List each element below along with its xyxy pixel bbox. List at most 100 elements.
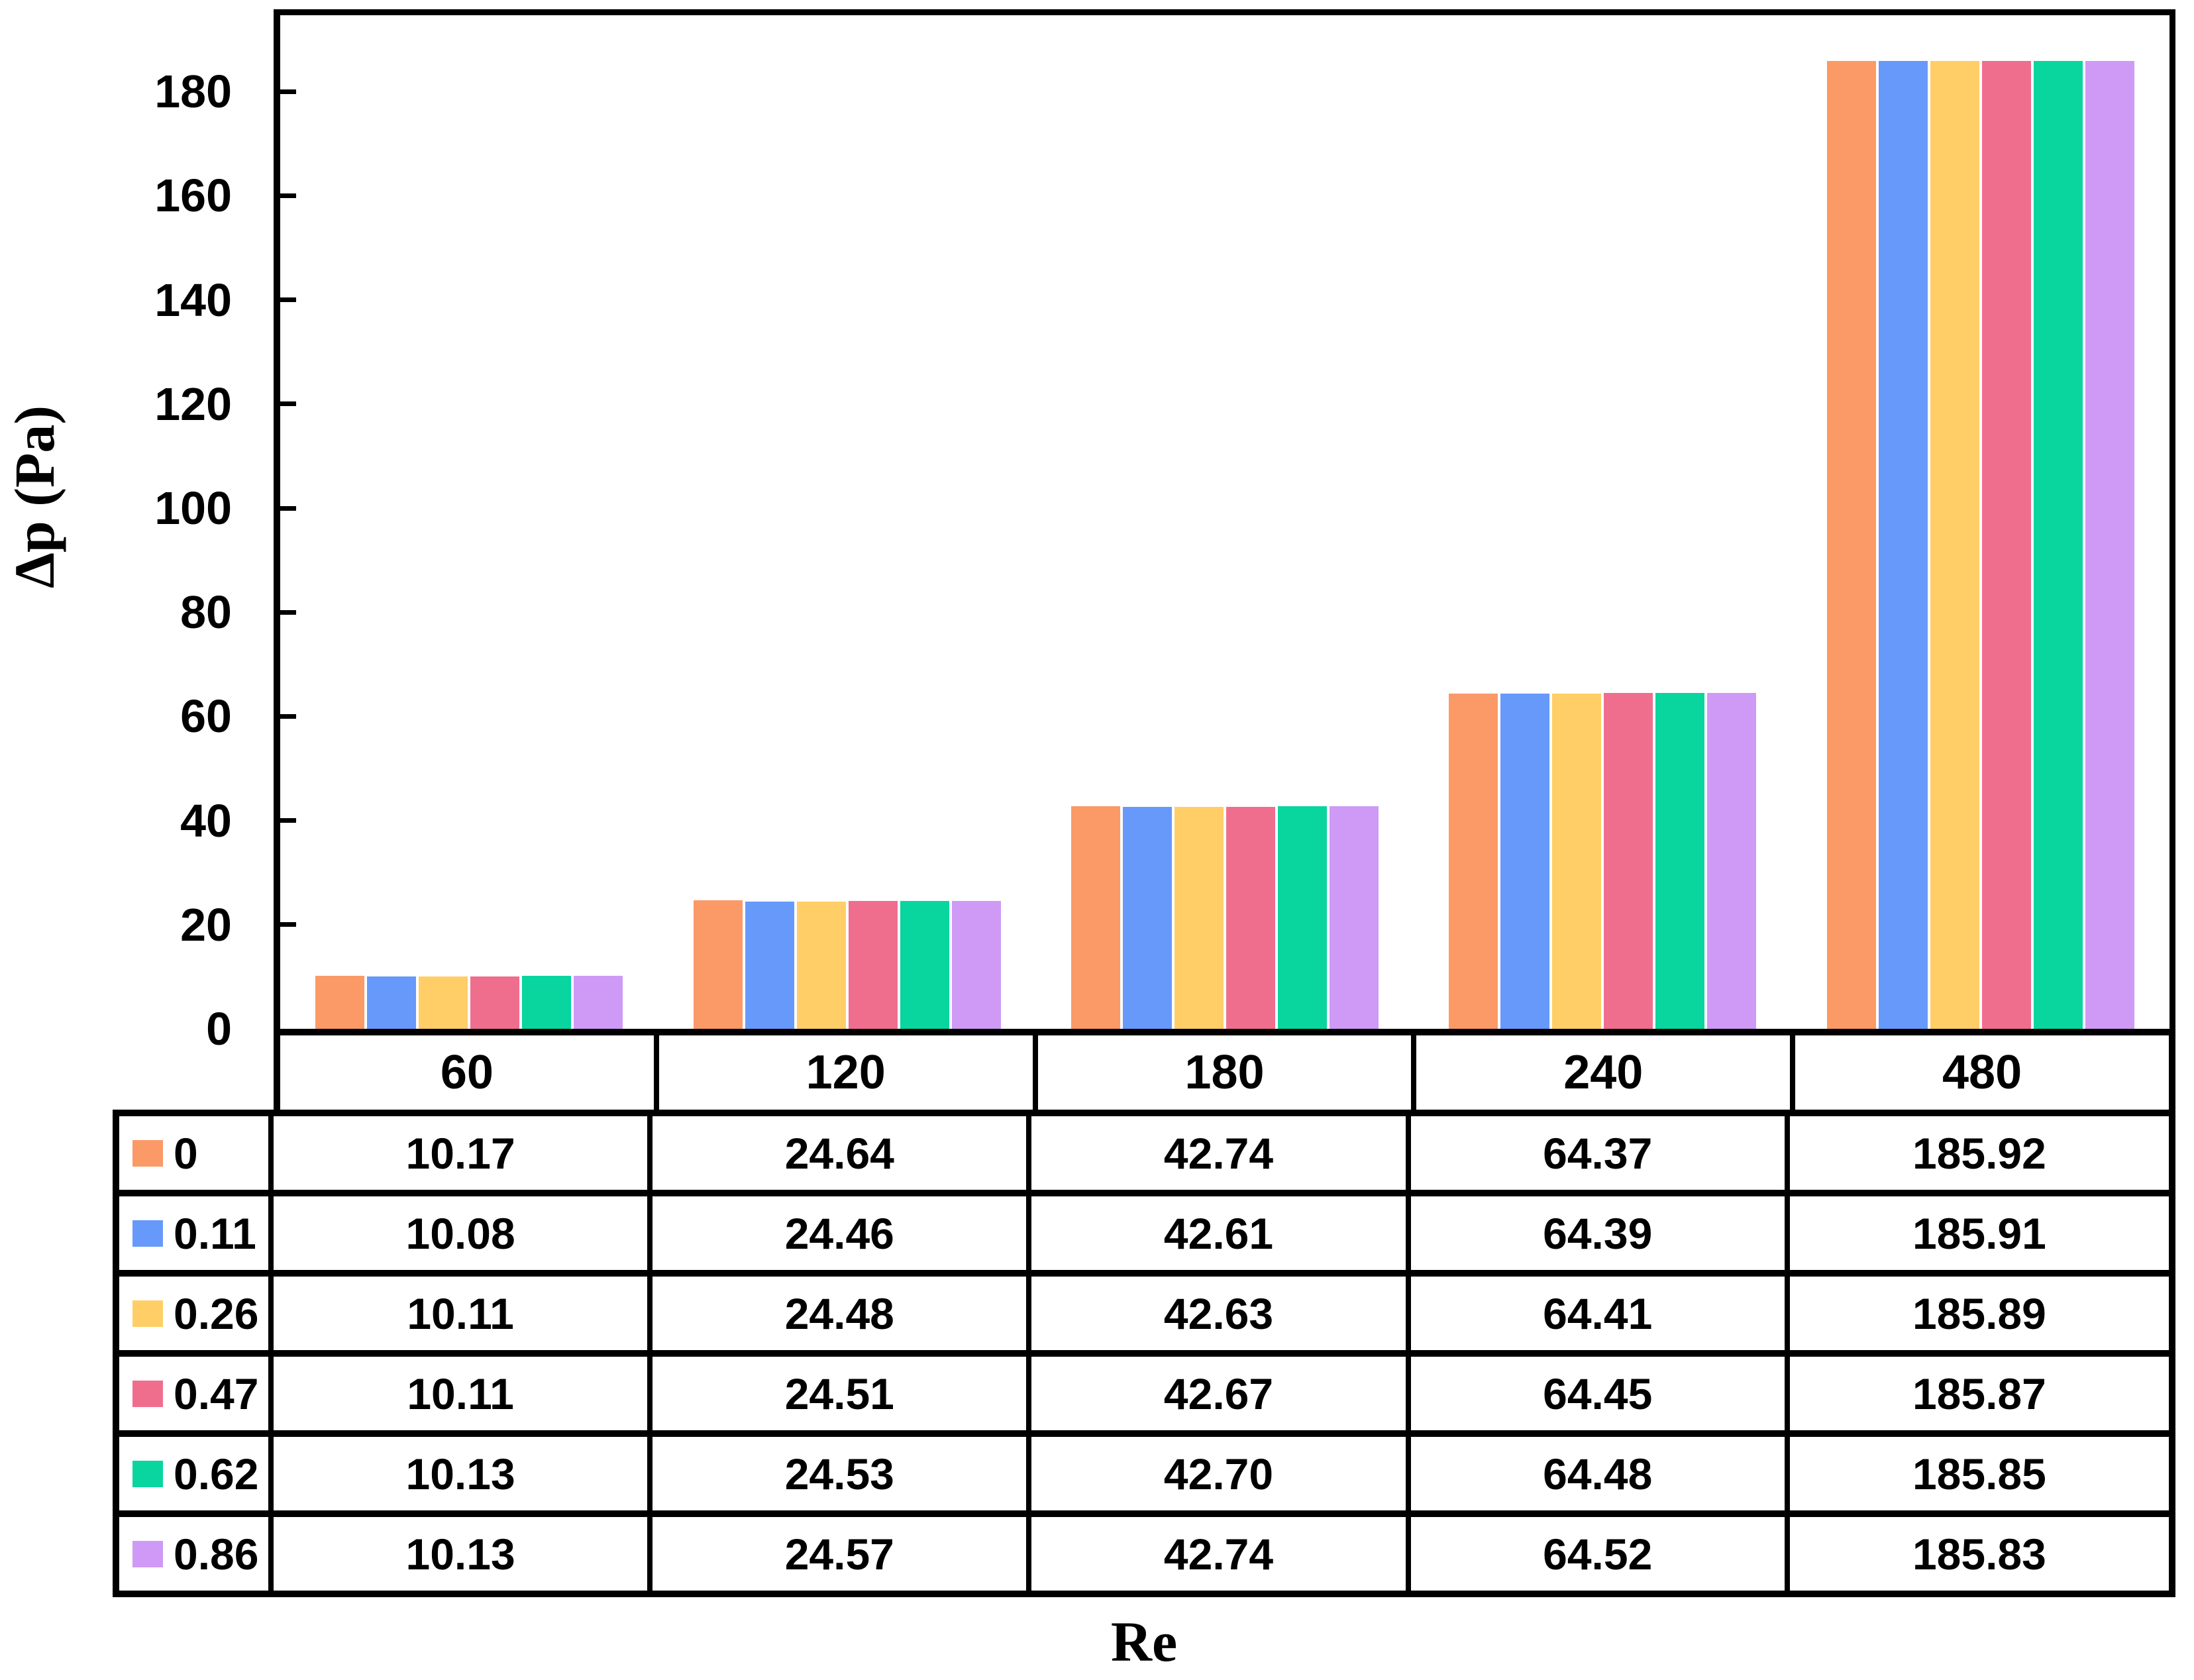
bar-series-0.86-cat-180 <box>1330 806 1379 1029</box>
legend-label: 0.86 <box>174 1529 259 1579</box>
x-axis-title: Re <box>1110 1610 1178 1673</box>
legend-swatch-0.86 <box>132 1540 163 1567</box>
value-cell-0.86-480: 185.83 <box>1912 1529 2046 1579</box>
value-cell-0.26-60: 10.11 <box>274 1277 653 1350</box>
value-cell-0-60: 10.17 <box>274 1116 653 1190</box>
bar-series-0.11-cat-180 <box>1123 807 1173 1029</box>
plot-area <box>274 9 2175 1035</box>
value-cell-0.11-480: 185.91 <box>1912 1208 2046 1258</box>
y-tick-label: 160 <box>154 170 232 222</box>
bar-series-0.62-cat-480 <box>2033 61 2083 1029</box>
value-cell-0-480: 185.92 <box>1912 1128 2046 1178</box>
bar-series-0.11-cat-240 <box>1500 694 1550 1029</box>
value-cell-0-120: 24.64 <box>653 1116 1032 1190</box>
bar-group-180 <box>1036 15 1414 1029</box>
y-tick-label: 100 <box>154 482 232 534</box>
bar-group-60 <box>280 15 658 1029</box>
y-tick-mark <box>280 89 296 94</box>
legend-cell-0.47: 0.47 <box>119 1357 274 1430</box>
y-tick-mark <box>280 193 296 198</box>
bar-series-0.26-cat-60 <box>419 976 468 1029</box>
value-cell-0.47-60: 10.11 <box>274 1357 653 1430</box>
value-cell-0.26-480: 185.89 <box>1912 1288 2046 1338</box>
y-tick-label: 40 <box>180 794 232 847</box>
legend-cell-0.11: 0.11 <box>119 1196 274 1270</box>
legend-label: 0.26 <box>174 1288 259 1338</box>
value-cell-0.62-240: 64.48 <box>1411 1437 1790 1510</box>
bar-series-0-cat-60 <box>315 976 365 1029</box>
bar-series-0.86-cat-240 <box>1707 693 1757 1029</box>
y-tick-label: 80 <box>180 586 232 639</box>
legend-swatch-0 <box>132 1139 163 1167</box>
bar-group-480 <box>1792 15 2169 1029</box>
bar-series-0.11-cat-120 <box>745 902 794 1029</box>
value-cell-0.11-180: 42.61 <box>1031 1196 1411 1270</box>
value-cell-0.86-120: 24.57 <box>653 1517 1032 1591</box>
value-cell-0.62-480: 185.85 <box>1912 1449 2046 1498</box>
value-cell-0.62-120: 24.53 <box>653 1437 1032 1510</box>
legend-swatch-0.62 <box>132 1460 163 1487</box>
value-cell-0.11-120: 24.46 <box>653 1196 1032 1270</box>
table-row-0.62: 0.62 10.13 24.53 42.70 64.48 185.85 <box>119 1437 2169 1517</box>
bar-series-0.62-cat-240 <box>1655 693 1705 1029</box>
y-tick-label: 20 <box>180 898 232 951</box>
bar-series-0.11-cat-480 <box>1878 61 1928 1029</box>
value-cell-0.11-60: 10.08 <box>274 1196 653 1270</box>
category-header-60: 60 <box>280 1035 659 1110</box>
value-cell-0.26-120: 24.48 <box>653 1277 1032 1350</box>
value-cell-0.62-60: 10.13 <box>274 1437 653 1510</box>
value-cell-0.47-480: 185.87 <box>1912 1369 2046 1418</box>
value-cell-0.86-180: 42.74 <box>1031 1517 1411 1591</box>
table-row-0.11: 0.11 10.08 24.46 42.61 64.39 185.91 <box>119 1196 2169 1277</box>
bar-group-240 <box>1414 15 1791 1029</box>
y-tick-mark <box>280 713 296 719</box>
bar-series-0.11-cat-60 <box>367 976 417 1029</box>
category-header-180: 180 <box>1038 1035 1417 1110</box>
bar-series-0.47-cat-120 <box>848 901 898 1029</box>
value-cell-0.86-60: 10.13 <box>274 1517 653 1591</box>
legend-swatch-0.11 <box>132 1220 163 1247</box>
table-row-0.26: 0.26 10.11 24.48 42.63 64.41 185.89 <box>119 1277 2169 1357</box>
bar-series-0-cat-120 <box>693 900 743 1029</box>
bars-container <box>280 15 2169 1029</box>
bar-series-0.26-cat-240 <box>1552 694 1602 1029</box>
y-tick-label: 140 <box>154 274 232 326</box>
legend-swatch-0.26 <box>132 1300 163 1327</box>
value-cell-0-240: 64.37 <box>1411 1116 1790 1190</box>
bar-series-0-cat-480 <box>1826 61 1876 1029</box>
bar-series-0.26-cat-480 <box>1930 61 1979 1029</box>
table-row-0.86: 0.86 10.13 24.57 42.74 64.52 185.83 <box>119 1517 2169 1591</box>
value-cell-0.47-120: 24.51 <box>653 1357 1032 1430</box>
bar-series-0.86-cat-120 <box>951 901 1001 1029</box>
y-tick-mark <box>280 818 296 823</box>
category-header-480: 480 <box>1942 1046 2022 1099</box>
table-row-0: 0 10.17 24.64 42.74 64.37 185.92 <box>119 1116 2169 1196</box>
value-cell-0-180: 42.74 <box>1031 1116 1411 1190</box>
bar-series-0.47-cat-240 <box>1604 693 1653 1029</box>
legend-swatch-0.47 <box>132 1380 163 1407</box>
category-header-240: 240 <box>1416 1035 1796 1110</box>
bar-series-0.47-cat-60 <box>470 976 520 1029</box>
legend-label: 0.47 <box>174 1369 259 1418</box>
legend-cell-0.62: 0.62 <box>119 1437 274 1510</box>
table-row-0.47: 0.47 10.11 24.51 42.67 64.45 185.87 <box>119 1357 2169 1437</box>
legend-label: 0.62 <box>174 1449 259 1498</box>
category-header-row: 60 120 180 240 480 <box>274 1035 2175 1116</box>
y-tick-label: 60 <box>180 690 232 743</box>
bar-series-0.47-cat-480 <box>1981 61 2031 1029</box>
legend-label: 0.11 <box>174 1208 256 1258</box>
y-tick-label: 180 <box>154 66 232 118</box>
bar-group-120 <box>658 15 1035 1029</box>
bar-series-0.62-cat-120 <box>900 901 949 1029</box>
bar-series-0.47-cat-180 <box>1226 807 1276 1029</box>
y-tick-mark <box>280 922 296 927</box>
legend-cell-0.86: 0.86 <box>119 1517 274 1591</box>
bar-series-0.86-cat-480 <box>2085 61 2134 1029</box>
value-cell-0.11-240: 64.39 <box>1411 1196 1790 1270</box>
y-tick-mark <box>280 297 296 303</box>
bar-series-0.86-cat-60 <box>574 976 623 1029</box>
bar-series-0-cat-240 <box>1449 694 1498 1029</box>
y-tick-mark <box>280 609 296 615</box>
y-tick-mark <box>280 401 296 407</box>
